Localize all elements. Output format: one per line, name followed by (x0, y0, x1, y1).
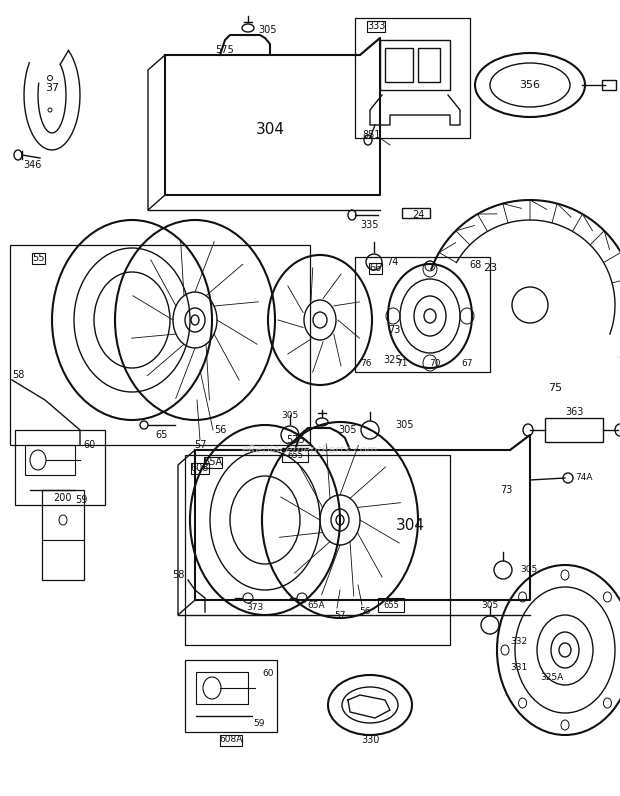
Text: 655: 655 (383, 600, 399, 610)
Bar (367, 21, 385, 32)
Bar (380, 40, 450, 90)
Text: 575: 575 (286, 435, 306, 445)
Text: 346: 346 (23, 160, 41, 170)
Text: 66: 66 (369, 263, 381, 273)
Bar (368, 263, 381, 274)
Text: 73: 73 (500, 485, 512, 495)
Bar (355, 18, 470, 138)
Text: 333: 333 (367, 21, 385, 31)
Text: 851: 851 (362, 130, 381, 140)
Text: 74A: 74A (575, 474, 593, 482)
Text: eReplacementParts.com: eReplacementParts.com (242, 445, 378, 455)
Text: 37: 37 (45, 83, 59, 93)
Bar (545, 418, 603, 442)
Text: 55A: 55A (203, 457, 223, 467)
Text: 305: 305 (395, 420, 414, 430)
Bar (282, 448, 308, 462)
Text: 68: 68 (469, 260, 481, 270)
Text: 73: 73 (388, 325, 401, 335)
Text: 56: 56 (214, 425, 226, 435)
Text: 59: 59 (253, 719, 265, 728)
Text: 59: 59 (75, 495, 87, 505)
Text: 332: 332 (510, 638, 527, 646)
Text: 356: 356 (520, 80, 541, 90)
Text: 325A: 325A (540, 673, 563, 682)
Text: 60: 60 (262, 669, 273, 678)
Text: 608A: 608A (219, 736, 242, 744)
Bar (385, 48, 413, 82)
Text: 373: 373 (246, 603, 264, 612)
Text: 655: 655 (287, 451, 303, 459)
Bar (220, 735, 242, 746)
Text: 71: 71 (396, 358, 408, 368)
Text: 74: 74 (386, 257, 399, 267)
Bar (185, 660, 277, 732)
Text: 56: 56 (359, 607, 371, 616)
Bar (42, 490, 84, 580)
Text: 57: 57 (334, 611, 346, 619)
Text: 24: 24 (412, 210, 424, 220)
Bar (418, 48, 440, 82)
Bar (378, 598, 404, 612)
Bar (196, 672, 248, 704)
Bar (204, 456, 222, 467)
Text: 58: 58 (12, 370, 24, 380)
Text: 55: 55 (32, 253, 44, 263)
Text: 331: 331 (510, 664, 527, 673)
Text: 305: 305 (481, 600, 498, 610)
Text: 304: 304 (396, 517, 425, 533)
Bar (10, 245, 310, 445)
Text: 363: 363 (565, 407, 583, 417)
Text: 75: 75 (548, 383, 562, 393)
Text: 76: 76 (360, 358, 372, 368)
Bar (602, 80, 616, 90)
Bar (402, 208, 430, 218)
Bar (15, 430, 105, 505)
Bar (355, 257, 490, 372)
Text: 23: 23 (483, 263, 497, 273)
Text: 200: 200 (54, 493, 73, 503)
Text: 305: 305 (281, 411, 299, 419)
Text: 330: 330 (361, 735, 379, 745)
Text: 575: 575 (216, 45, 234, 55)
Text: 608: 608 (191, 463, 209, 473)
Text: 65A: 65A (307, 602, 325, 611)
Text: 305: 305 (339, 425, 357, 435)
Text: 58: 58 (172, 570, 185, 580)
Bar (191, 462, 209, 474)
Bar (25, 445, 75, 475)
Text: 325: 325 (383, 355, 402, 365)
Text: 305: 305 (259, 25, 277, 35)
Text: 335: 335 (361, 220, 379, 230)
Text: 305: 305 (520, 565, 538, 575)
Text: 67: 67 (461, 358, 472, 368)
Text: 70: 70 (429, 358, 441, 368)
Bar (32, 252, 45, 263)
Text: 304: 304 (255, 123, 285, 138)
Text: 57: 57 (193, 440, 206, 450)
Bar (185, 455, 450, 645)
Text: 65: 65 (156, 430, 168, 440)
Text: 60: 60 (83, 440, 95, 450)
